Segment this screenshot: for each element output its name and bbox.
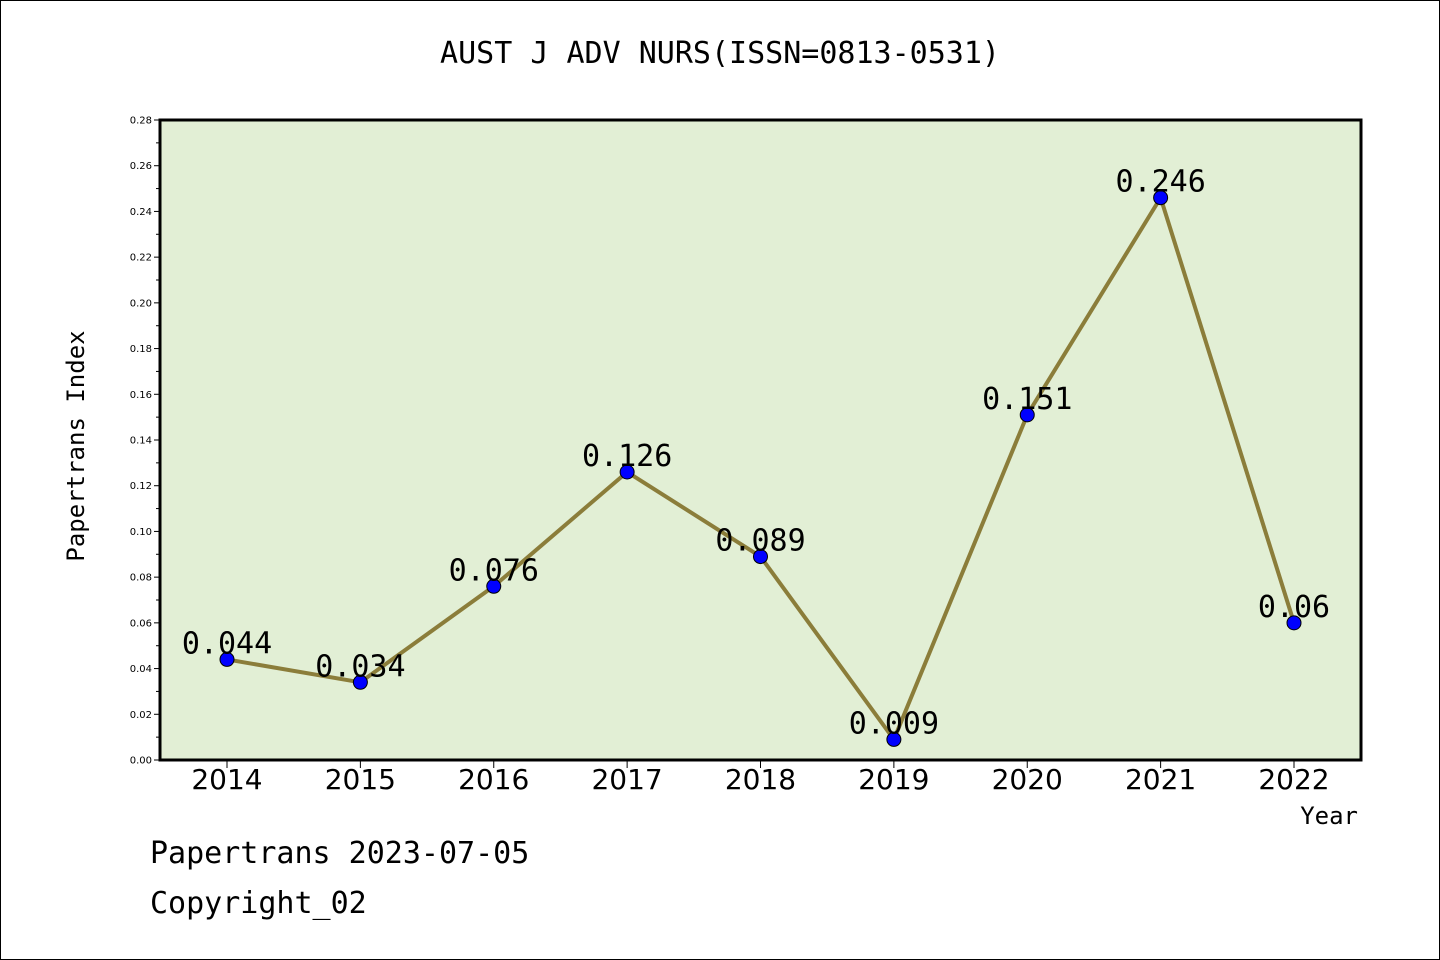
y-tick-label: 0.28	[130, 116, 152, 127]
data-label: 0.009	[849, 706, 939, 741]
plot-area	[160, 120, 1361, 760]
footer-copyright: Copyright_02	[150, 886, 367, 921]
x-tick-label: 2018	[725, 763, 796, 796]
data-label: 0.246	[1115, 165, 1205, 200]
x-tick-label: 2020	[992, 763, 1063, 796]
y-tick-label: 0.20	[130, 298, 152, 309]
y-tick-label: 0.04	[130, 664, 152, 675]
y-tick-label: 0.18	[130, 344, 152, 355]
x-tick-label: 2017	[591, 763, 662, 796]
y-axis-label: Papertrans Index	[62, 330, 90, 562]
y-tick-label: 0.02	[130, 710, 152, 721]
x-axis-ticks: 2014 2015 2016 2017 2018 2019 2020 2021 2022	[191, 760, 1330, 796]
x-axis-label: Year	[1300, 802, 1358, 830]
data-point	[486, 578, 502, 594]
data-label: 0.151	[982, 382, 1072, 417]
y-tick-label: 0.24	[130, 207, 152, 218]
y-tick-label: 0.08	[130, 573, 152, 584]
data-markers	[219, 190, 1302, 747]
data-label: 0.126	[582, 439, 672, 474]
y-tick-label: 0.22	[130, 253, 152, 264]
data-point	[219, 651, 235, 667]
x-tick-label: 2015	[325, 763, 396, 796]
plot-border	[158, 118, 1363, 762]
x-tick-label: 2016	[458, 763, 529, 796]
y-tick-label: 0.12	[130, 481, 152, 492]
data-label: 0.034	[315, 649, 405, 684]
footer-date: Papertrans 2023-07-05	[150, 836, 530, 871]
y-tick-label: 0.14	[130, 436, 152, 447]
data-point	[1153, 190, 1169, 206]
data-point	[753, 549, 768, 565]
y-axis-ticks: 0.00 0.02 0.04 0.06 0.08 0.10 0.12 0.14 0.16 0.18…	[130, 116, 160, 767]
data-point	[352, 674, 368, 690]
y-tick-label: 0.10	[130, 527, 152, 538]
y-tick-label: 0.06	[130, 618, 152, 629]
data-point	[1019, 407, 1035, 423]
x-tick-label: 2019	[858, 763, 929, 796]
data-point	[1286, 615, 1302, 631]
data-label: 0.044	[182, 626, 272, 661]
y-tick-label: 0.26	[130, 161, 152, 172]
data-label: 0.089	[715, 524, 805, 559]
data-labels: 0.044 0.034 0.076 0.126 0.089 0.009 0.151 0.246…	[182, 165, 1330, 742]
data-point	[886, 731, 902, 747]
data-label: 0.06	[1258, 590, 1330, 625]
y-tick-label: 0.00	[130, 756, 152, 767]
x-tick-label: 2022	[1258, 763, 1329, 796]
data-point	[619, 464, 635, 480]
x-tick-label: 2021	[1125, 763, 1196, 796]
data-label: 0.076	[449, 553, 539, 588]
chart-title: AUST J ADV NURS(ISSN=0813-0531)	[440, 36, 1000, 71]
y-tick-label: 0.16	[130, 390, 152, 401]
x-tick-label: 2014	[191, 763, 262, 796]
